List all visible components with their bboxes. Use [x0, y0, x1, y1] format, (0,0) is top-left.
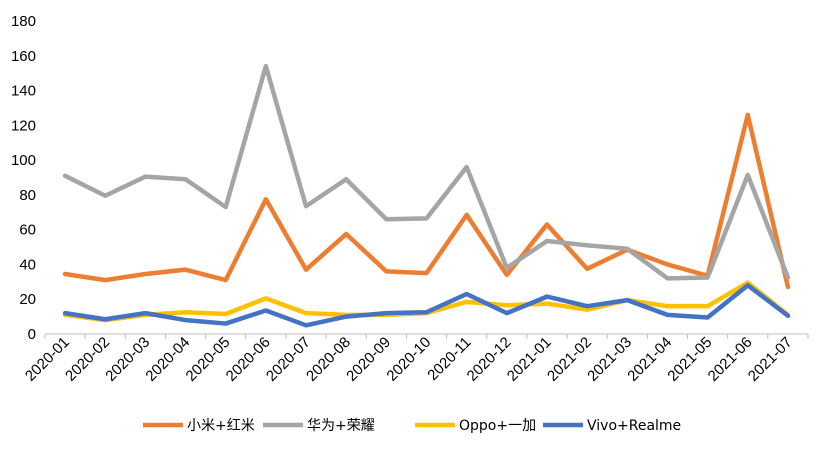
data-point — [465, 165, 469, 169]
data-point — [304, 204, 308, 208]
data-point — [224, 312, 228, 316]
legend-label: 小米+红米 — [187, 418, 255, 434]
data-point — [665, 313, 669, 317]
x-tick-label: 2020-10 — [383, 334, 434, 385]
y-axis-tick-labels: 0 20 40 60 80 100 120 140 160 180 — [11, 13, 36, 343]
data-point — [786, 314, 790, 318]
data-point — [585, 243, 589, 247]
data-point — [545, 295, 549, 299]
data-point — [465, 300, 469, 304]
data-point — [786, 285, 790, 289]
data-point — [103, 194, 107, 198]
series-lines — [62, 63, 791, 328]
data-point — [264, 197, 268, 201]
y-tick-label: 40 — [19, 256, 36, 273]
legend-label: Vivo+Realme — [587, 418, 681, 434]
data-point — [465, 292, 469, 296]
y-tick-label: 120 — [11, 117, 36, 134]
legend-label: Oppo+一加 — [459, 418, 536, 434]
data-point — [304, 268, 308, 272]
data-point — [505, 273, 509, 277]
data-point — [63, 272, 67, 276]
data-point — [224, 322, 228, 326]
y-tick-label: 20 — [19, 291, 36, 308]
legend-label: 华为+荣耀 — [307, 418, 375, 434]
data-point — [625, 247, 629, 251]
series-line — [62, 63, 791, 281]
data-point — [103, 317, 107, 321]
data-point — [545, 239, 549, 243]
y-tick-label: 60 — [19, 222, 36, 239]
data-point — [746, 113, 750, 117]
data-point — [505, 266, 509, 270]
data-point — [545, 222, 549, 226]
data-point — [425, 310, 429, 314]
data-point — [465, 213, 469, 217]
data-point — [224, 205, 228, 209]
data-point — [224, 278, 228, 282]
data-point — [746, 173, 750, 177]
series-line — [62, 112, 791, 290]
data-point — [344, 232, 348, 236]
y-tick-label: 180 — [11, 13, 36, 30]
data-point — [184, 268, 188, 272]
data-point — [746, 283, 750, 287]
data-point — [264, 64, 268, 68]
data-point — [585, 267, 589, 271]
data-point — [103, 278, 107, 282]
data-point — [143, 175, 147, 179]
data-point — [304, 311, 308, 315]
y-tick-label: 0 — [28, 326, 36, 343]
data-point — [264, 296, 268, 300]
data-point — [545, 302, 549, 306]
data-point — [63, 174, 67, 178]
y-tick-label: 140 — [11, 83, 36, 100]
data-point — [184, 177, 188, 181]
data-point — [786, 275, 790, 279]
y-tick-label: 160 — [11, 48, 36, 65]
data-point — [425, 271, 429, 275]
data-point — [264, 309, 268, 313]
data-point — [143, 272, 147, 276]
data-point — [63, 311, 67, 315]
x-axis-tick-labels: 2020-012020-022020-032020-042020-052020-… — [22, 334, 796, 385]
data-point — [665, 276, 669, 280]
data-point — [344, 315, 348, 319]
data-point — [304, 323, 308, 327]
data-point — [344, 177, 348, 181]
data-point — [585, 304, 589, 308]
series-line — [62, 283, 791, 328]
y-tick-label: 80 — [19, 187, 36, 204]
data-point — [505, 311, 509, 315]
legend: 小米+红米 华为+荣耀 Oppo+一加 Vivo+Realme — [143, 418, 681, 434]
data-point — [706, 304, 710, 308]
data-point — [425, 216, 429, 220]
data-point — [625, 298, 629, 302]
data-point — [706, 275, 710, 279]
y-tick-label: 100 — [11, 152, 36, 169]
data-point — [505, 303, 509, 307]
data-point — [184, 318, 188, 322]
data-point — [384, 217, 388, 221]
data-point — [384, 269, 388, 273]
data-point — [143, 311, 147, 315]
data-point — [184, 310, 188, 314]
data-point — [384, 311, 388, 315]
data-point — [665, 304, 669, 308]
x-tick-label: 2021-07 — [745, 334, 796, 385]
data-point — [706, 315, 710, 319]
data-point — [665, 262, 669, 266]
x-axis-ticks — [44, 334, 809, 339]
